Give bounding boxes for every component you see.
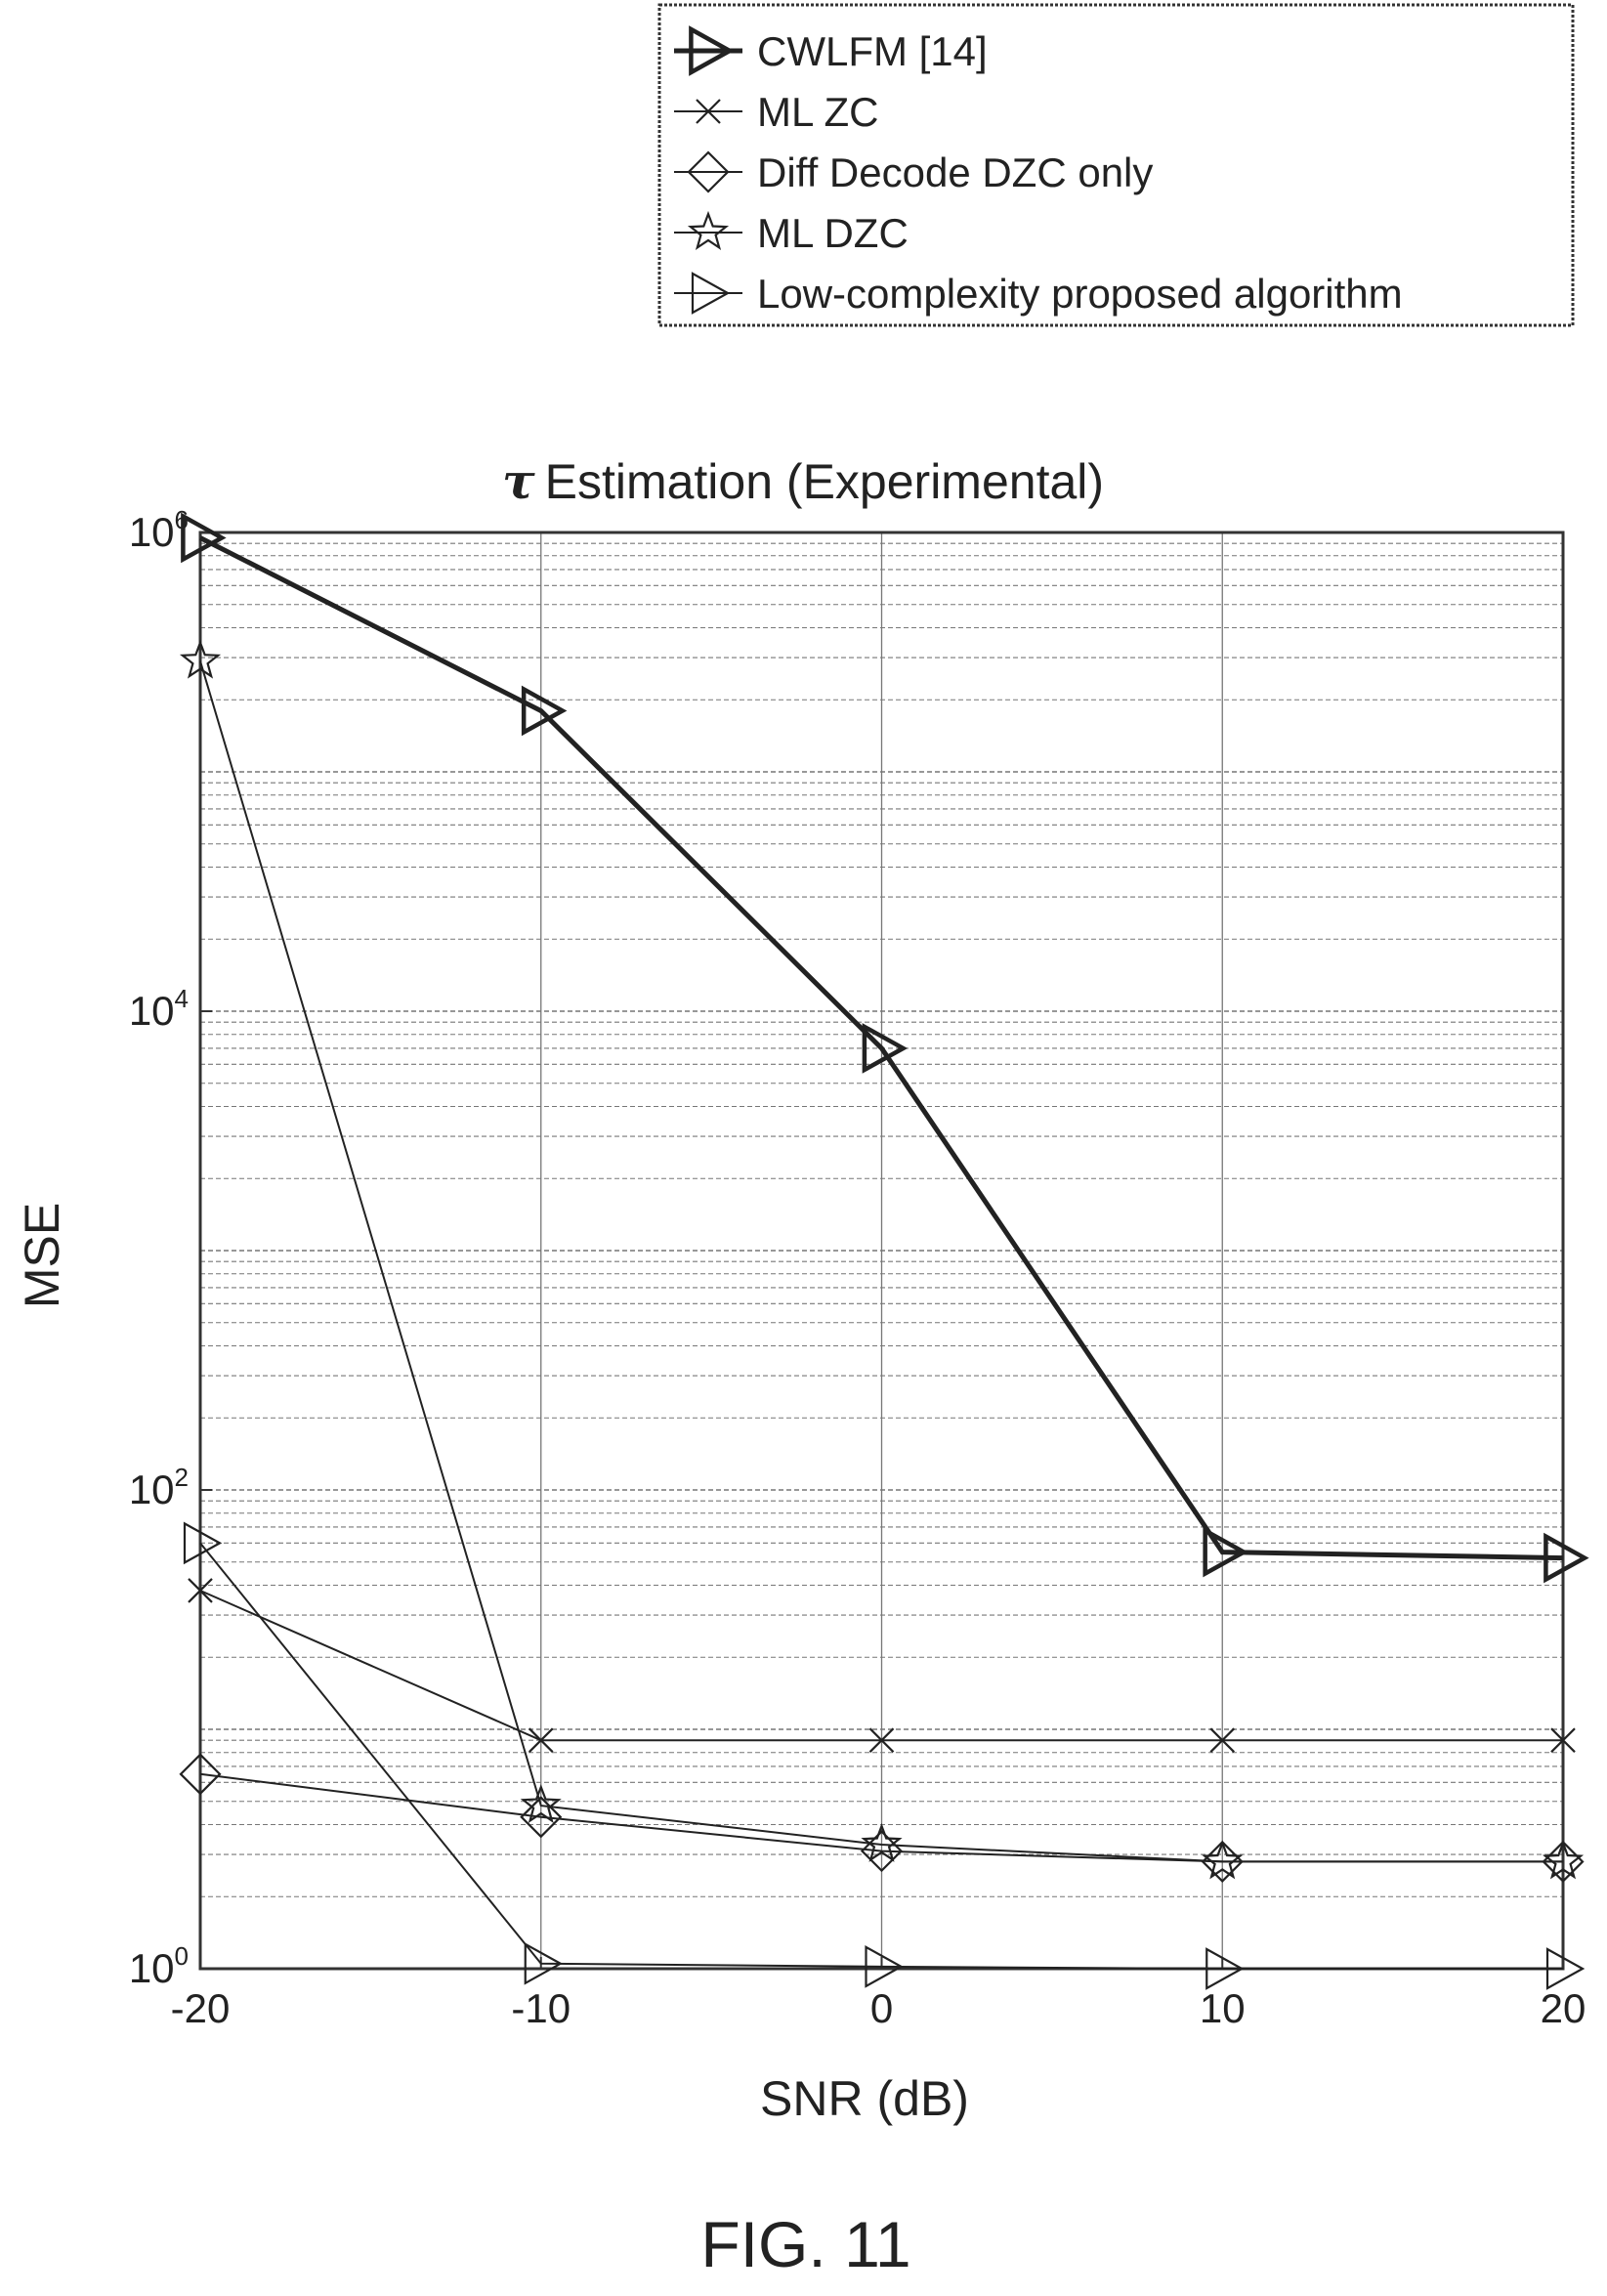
y-tick-base: 10 <box>129 988 175 1034</box>
y-tick-label: 104 <box>129 984 189 1034</box>
series-marker <box>691 272 731 315</box>
series-marker <box>188 1578 213 1603</box>
x-tick-label: -20 <box>171 1985 231 2031</box>
y-tick-base: 10 <box>129 1467 175 1512</box>
y-axis-label: MSE <box>15 1203 69 1308</box>
series-marker <box>1545 1947 1586 1990</box>
legend-entry: Diff Decode DZC only <box>674 149 1153 195</box>
series-line <box>199 1542 1563 1970</box>
legend-entry: CWLFM [14] <box>674 25 988 76</box>
series-line <box>198 535 1564 1561</box>
series-marker <box>1202 1840 1244 1880</box>
series-marker <box>865 1945 904 1988</box>
series-lines <box>179 512 1589 1990</box>
series-marker <box>179 639 222 679</box>
series-marker <box>687 210 730 250</box>
y-tick-label: 100 <box>129 1941 189 1991</box>
y-tick-label: 102 <box>129 1463 189 1512</box>
x-tick-labels: -20 -10 0 10 20 <box>171 1957 1586 2031</box>
y-tick-label: 106 <box>129 505 189 555</box>
x-axis-label: SNR (dB) <box>760 2071 969 2126</box>
legend: CWLFM [14] ML ZC Diff Decode DZC only ML DZ… <box>657 3 1575 327</box>
title-text: Estimation (Experimental) <box>545 454 1104 509</box>
legend-label: ML DZC <box>757 210 909 256</box>
legend-frame <box>657 3 1575 327</box>
legend-label: Low-complexity proposed algorithm <box>757 271 1403 317</box>
series-marker <box>524 1941 564 1985</box>
series-marker <box>1203 1526 1248 1578</box>
series-marker <box>1550 1727 1576 1753</box>
x-tick-label: 0 <box>870 1985 893 2031</box>
x-tick-label: -10 <box>511 1985 571 2031</box>
series-marker <box>862 1023 909 1074</box>
series-marker <box>687 150 730 193</box>
figure-caption: FIG. 11 <box>700 2208 910 2280</box>
series-marker <box>1542 1840 1585 1880</box>
series-marker <box>528 1727 554 1753</box>
series-marker <box>1544 1532 1589 1584</box>
series-marker <box>868 1727 895 1753</box>
legend-label: ML ZC <box>757 89 878 135</box>
series-marker <box>520 1796 563 1839</box>
chart-title: τ Estimation (Experimental) <box>502 452 1104 510</box>
series-marker <box>696 99 721 124</box>
series-marker <box>520 1784 562 1824</box>
x-tick-label: 10 <box>1200 1985 1246 2031</box>
y-tick-exponent: 2 <box>175 1463 189 1492</box>
legend-entry: Low-complexity proposed algorithm <box>674 271 1403 317</box>
legend-label: CWLFM [14] <box>757 28 988 74</box>
series-marker <box>521 685 568 737</box>
series-marker <box>181 512 227 564</box>
series-group <box>179 639 1585 1880</box>
y-tick-base: 10 <box>129 509 175 555</box>
series-marker <box>1205 1947 1245 1990</box>
y-tick-base: 10 <box>129 1945 175 1991</box>
y-tick-exponent: 4 <box>175 984 189 1013</box>
legend-entry: ML ZC <box>674 89 878 135</box>
x-tick-label: 20 <box>1541 1985 1586 2031</box>
series-marker <box>689 25 735 76</box>
series-group <box>181 512 1589 1584</box>
legend-entry: ML DZC <box>674 210 909 256</box>
series-group <box>183 1521 1586 1990</box>
grid <box>200 532 1563 1969</box>
series-marker <box>861 1822 903 1862</box>
series-line <box>199 660 1563 1863</box>
title-tau-symbol: τ <box>502 452 535 510</box>
legend-label: Diff Decode DZC only <box>757 149 1153 195</box>
series-marker <box>183 1521 223 1565</box>
series-group <box>188 1578 1576 1753</box>
series-marker <box>179 1753 222 1796</box>
series-marker <box>1209 1727 1236 1753</box>
y-tick-exponent: 0 <box>175 1941 189 1971</box>
